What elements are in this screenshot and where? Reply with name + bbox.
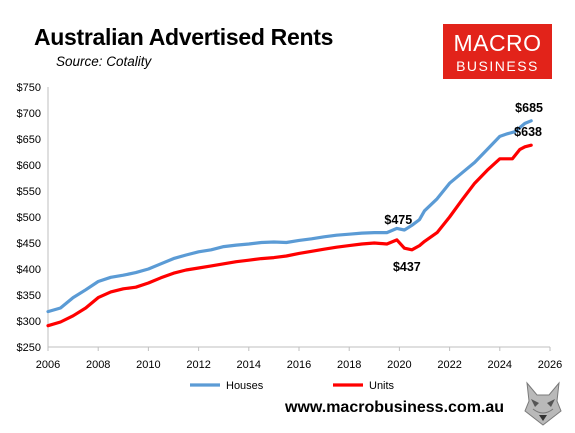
- y-tick-label: $300: [17, 316, 41, 328]
- y-tick-label: $500: [17, 212, 41, 224]
- series-line-units: [46, 143, 533, 328]
- data-label: $475: [384, 213, 412, 227]
- y-tick-label: $350: [17, 290, 41, 302]
- y-tick-label: $650: [17, 134, 41, 146]
- x-tick-label: 2024: [488, 359, 512, 371]
- legend-label-houses: Houses: [226, 380, 264, 392]
- y-tick-label: $700: [17, 108, 41, 120]
- y-tick-label: $750: [17, 82, 41, 94]
- website-url: www.macrobusiness.com.au: [285, 399, 505, 416]
- plot-area: [46, 119, 533, 328]
- series-line-houses: [46, 119, 533, 314]
- data-label: $437: [393, 260, 421, 274]
- y-tick-label: $400: [17, 264, 41, 276]
- y-tick-label: $450: [17, 238, 41, 250]
- x-tick-label: 2016: [287, 359, 311, 371]
- x-tick-label: 2014: [237, 359, 261, 371]
- x-tick-label: 2020: [387, 359, 411, 371]
- chart-subtitle: Source: Cotality: [56, 54, 152, 69]
- chart-axes: $250 $300 $350 $400 $450 $500 $550 $600 $650 $700…: [17, 82, 563, 371]
- data-labels: $685 $638 $475 $437: [384, 101, 543, 274]
- chart-title: Australian Advertised Rents: [34, 24, 334, 50]
- data-label: $685: [515, 101, 543, 115]
- y-tick-label: $600: [17, 160, 41, 172]
- x-tick-label: 2010: [136, 359, 160, 371]
- legend-label-units: Units: [369, 380, 395, 392]
- logo-line-macro: MACRO: [453, 30, 542, 56]
- x-tick-label: 2008: [86, 359, 110, 371]
- x-tick-label: 2018: [337, 359, 361, 371]
- data-label: $638: [514, 125, 542, 139]
- rents-line-chart: $250 $300 $350 $400 $450 $500 $550 $600 $650 $700…: [17, 82, 563, 392]
- x-tick-label: 2022: [437, 359, 461, 371]
- x-tick-label: 2026: [538, 359, 562, 371]
- chart-legend: Houses Units: [190, 380, 395, 392]
- y-tick-label: $550: [17, 186, 41, 198]
- macrobusiness-logo: MACRO BUSINESS: [443, 24, 552, 79]
- wolf-head-icon: [524, 381, 562, 426]
- y-tick-label: $250: [17, 342, 41, 354]
- x-tick-label: 2006: [36, 359, 60, 371]
- logo-line-business: BUSINESS: [456, 58, 539, 74]
- x-tick-label: 2012: [186, 359, 210, 371]
